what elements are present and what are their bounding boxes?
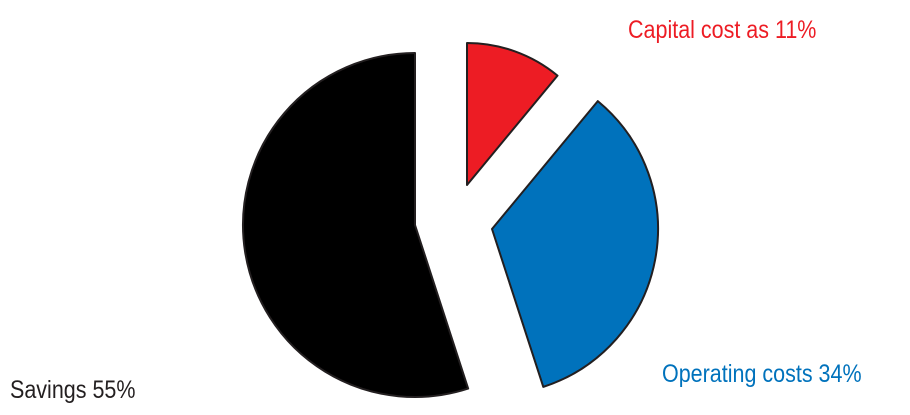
label-savings: Savings 55% [10, 376, 136, 404]
label-operating-costs: Operating costs 34% [662, 360, 862, 388]
pie-slice-capital-cost [466, 42, 559, 186]
pie-slice-operating-costs [491, 100, 660, 388]
label-capital-cost: Capital cost as 11% [628, 16, 817, 44]
pie-slice-savings [241, 52, 470, 398]
